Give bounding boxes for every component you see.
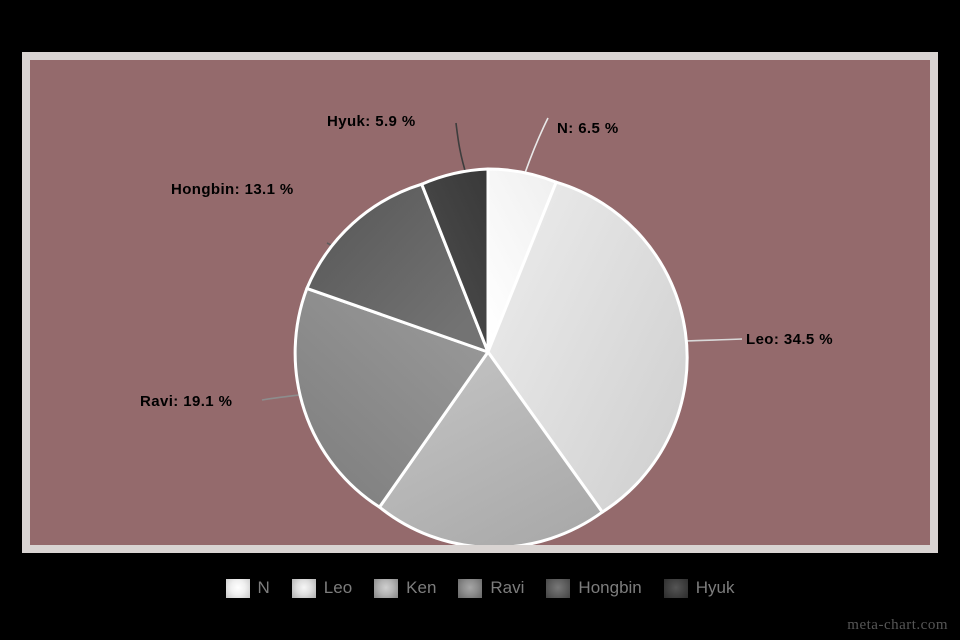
pie-slice-leo[interactable] <box>486 180 689 514</box>
legend-label: Hyuk <box>695 578 735 597</box>
legend-item-hongbin[interactable]: Hongbin <box>546 578 642 598</box>
pie-slice-hyuk[interactable] <box>420 167 490 354</box>
legend-label: Ken <box>406 578 437 597</box>
pie-label-ravi: Ravi: 19.1 % <box>140 393 233 410</box>
pie-chart-svg <box>261 117 743 545</box>
pie-slices <box>293 167 689 545</box>
legend-item-ravi[interactable]: Ravi <box>458 578 524 598</box>
plot-area: N: 6.5 % Leo: 34.5 % Ken: 20.9 % Ravi: 1… <box>30 60 930 588</box>
watermark: meta-chart.com <box>847 617 948 633</box>
legend-item-leo[interactable]: Leo <box>291 578 353 598</box>
pie-slice-hongbin[interactable] <box>305 182 490 354</box>
legend-swatch-icon <box>374 578 399 598</box>
leader-line-hyuk <box>455 122 468 178</box>
plot-frame: N: 6.5 % Leo: 34.5 % Ken: 20.9 % Ravi: 1… <box>22 52 938 588</box>
leader-line-n <box>524 117 549 174</box>
leader-line-leo <box>684 338 743 342</box>
legend-label: N <box>257 578 270 597</box>
legend-swatch-icon <box>663 578 688 598</box>
pie-label-n: N: 6.5 % <box>557 120 619 137</box>
legend-item-n[interactable]: N <box>225 578 270 598</box>
legend-swatch-icon <box>225 578 250 598</box>
legend-label: Ravi <box>490 578 525 597</box>
pie-slice-ken[interactable] <box>378 350 604 545</box>
legend-item-hyuk[interactable]: Hyuk <box>663 578 735 598</box>
pie-label-hongbin: Hongbin: 13.1 % <box>171 181 294 198</box>
pie-label-hyuk: Hyuk: 5.9 % <box>327 113 416 130</box>
legend-label: Leo <box>323 578 353 597</box>
pie-label-leo: Leo: 34.5 % <box>746 331 833 348</box>
legend-swatch-icon <box>291 578 316 598</box>
legend-label: Hongbin <box>578 578 642 597</box>
chart-legend: N Leo Ken Ravi Hongbin Hyuk <box>0 566 960 610</box>
pie-slice-ravi[interactable] <box>293 286 490 509</box>
legend-item-ken[interactable]: Ken <box>374 578 436 598</box>
legend-swatch-icon <box>458 578 483 598</box>
legend-swatch-icon <box>546 578 571 598</box>
